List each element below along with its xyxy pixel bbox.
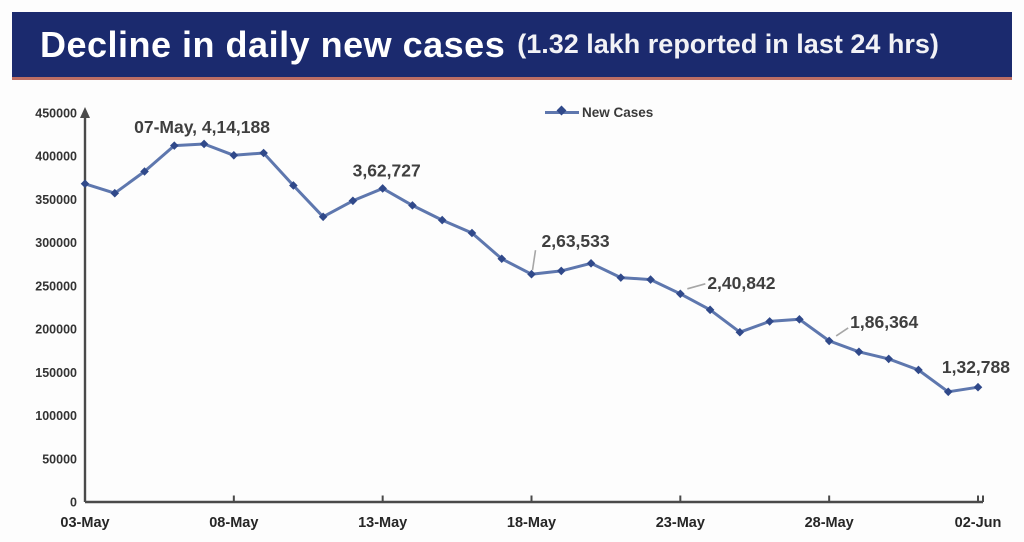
data-point-marker bbox=[616, 273, 626, 282]
chart-area: 0 50000 100000 150000 200000 250000 300000 3500… bbox=[0, 84, 1024, 542]
data-point-marker bbox=[229, 150, 239, 160]
line-chart: 0 50000 100000 150000 200000 250000 300000 3500… bbox=[35, 107, 1010, 532]
data-label: 2,63,533 bbox=[542, 231, 610, 251]
y-tick-label: 150000 bbox=[35, 366, 77, 380]
new-cases-line bbox=[83, 142, 980, 394]
data-point-marker bbox=[80, 179, 90, 189]
y-tick-label: 0 bbox=[70, 496, 77, 510]
data-point-marker bbox=[110, 188, 120, 198]
data-point-marker bbox=[705, 305, 715, 315]
data-point-marker bbox=[467, 228, 477, 238]
y-tick-label: 350000 bbox=[35, 193, 77, 207]
data-point-marker bbox=[765, 317, 774, 326]
data-point-marker bbox=[289, 181, 298, 190]
data-point-marker bbox=[527, 269, 536, 279]
data-point-marker bbox=[914, 365, 923, 375]
data-point-marker bbox=[676, 289, 685, 299]
data-point-marker bbox=[437, 215, 447, 225]
data-point-marker bbox=[318, 212, 328, 222]
legend: New Cases bbox=[545, 103, 653, 121]
data-label: 3,62,727 bbox=[353, 160, 421, 180]
data-point-marker bbox=[586, 259, 596, 268]
legend-marker-icon bbox=[545, 110, 579, 114]
y-tick-label: 300000 bbox=[35, 236, 77, 250]
x-tick-label: 02-Jun bbox=[955, 515, 1002, 531]
data-point-marker bbox=[735, 327, 745, 337]
data-point-marker bbox=[824, 336, 834, 346]
data-label: 2,40,842 bbox=[707, 273, 775, 293]
data-point-marker bbox=[795, 315, 804, 324]
data-point-marker bbox=[140, 167, 149, 176]
page-title: Decline in daily new cases bbox=[40, 23, 506, 65]
y-tick-label: 100000 bbox=[35, 409, 77, 423]
data-label: 07-May, 4,14,188 bbox=[134, 117, 270, 137]
data-point-marker bbox=[646, 275, 655, 284]
y-axis-arrow-icon bbox=[80, 107, 90, 118]
y-tick-label: 250000 bbox=[35, 279, 77, 293]
data-point-marker bbox=[854, 347, 864, 357]
x-tick-label: 03-May bbox=[60, 515, 109, 531]
data-point-marker bbox=[259, 148, 268, 158]
data-point-marker bbox=[973, 382, 983, 392]
y-tick-label: 450000 bbox=[35, 107, 77, 121]
annotation-leader-line bbox=[835, 327, 849, 337]
data-point-marker bbox=[556, 266, 566, 276]
x-tick-label: 18-May bbox=[507, 515, 556, 531]
annotation-leader-line bbox=[687, 283, 706, 290]
x-tick-label: 23-May bbox=[656, 515, 705, 531]
annotation-leader-line bbox=[531, 250, 537, 271]
y-tick-label: 200000 bbox=[35, 323, 77, 337]
page-subtitle: (1.32 lakh reported in last 24 hrs) bbox=[517, 29, 939, 59]
data-label: 1,32,788 bbox=[942, 357, 1010, 377]
data-label: 1,86,364 bbox=[850, 312, 918, 332]
data-point-marker bbox=[884, 354, 893, 364]
title-banner: Decline in daily new cases (1.32 lakh re… bbox=[12, 12, 1012, 80]
data-point-marker bbox=[943, 387, 953, 397]
x-tick-label: 08-May bbox=[209, 515, 258, 531]
data-point-marker bbox=[378, 184, 387, 193]
y-tick-label: 400000 bbox=[35, 150, 77, 164]
legend-label: New Cases bbox=[582, 104, 654, 120]
x-tick-label: 13-May bbox=[358, 515, 407, 531]
y-tick-label: 50000 bbox=[42, 452, 77, 466]
data-point-marker bbox=[199, 139, 209, 149]
x-tick-label: 28-May bbox=[805, 515, 854, 531]
data-point-marker bbox=[497, 254, 507, 264]
